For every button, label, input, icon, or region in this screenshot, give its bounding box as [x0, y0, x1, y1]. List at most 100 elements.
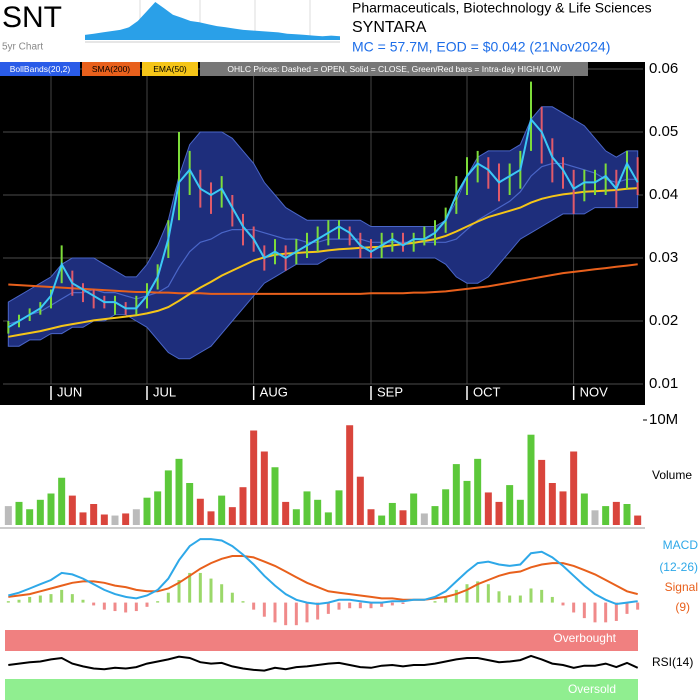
macd-histogram-bar	[390, 602, 394, 606]
volume-bar	[420, 513, 428, 525]
macd-histogram-bar	[92, 602, 96, 606]
volume-bar	[282, 501, 290, 525]
volume-bar	[15, 501, 23, 525]
x-tick-label: AUG	[260, 384, 288, 399]
macd-histogram-bar	[337, 602, 341, 610]
volume-bar	[612, 501, 620, 525]
macd-histogram-bar	[166, 592, 170, 603]
macd-histogram-bar	[241, 601, 245, 603]
volume-bar	[538, 459, 546, 525]
macd-line	[8, 555, 638, 601]
macd-histogram-bar	[60, 589, 64, 603]
macd-histogram-bar	[230, 592, 234, 603]
macd-histogram-bar	[273, 602, 277, 623]
volume-bar	[164, 470, 172, 525]
legend-label: OHLC Prices: Dashed = OPEN, Solid = CLOS…	[227, 64, 560, 74]
volume-bar	[570, 451, 578, 525]
volume-bar	[580, 493, 588, 525]
volume-bar	[122, 513, 130, 525]
macd-histogram-bar	[540, 589, 544, 603]
volume-bar	[228, 507, 236, 525]
legend-box	[82, 62, 140, 76]
macd-histogram-bar	[134, 602, 138, 612]
volume-bar	[207, 511, 215, 525]
volume-bar	[90, 504, 98, 525]
volume-bar	[463, 480, 471, 525]
macd-histogram-bar	[508, 595, 512, 603]
legend-params: (9)	[675, 600, 690, 614]
volume-bar	[356, 476, 364, 525]
volume-bar	[132, 509, 140, 525]
macd-histogram-bar	[38, 595, 42, 603]
volume-bar	[516, 499, 524, 525]
legend-label: Signal	[665, 580, 698, 594]
volume-bar	[4, 506, 12, 525]
volume-bar	[495, 501, 503, 525]
volume-bar	[271, 467, 279, 525]
volume-bar	[186, 483, 194, 525]
volume-bar	[506, 485, 514, 525]
panel-title: RSI(14)	[652, 655, 693, 669]
macd-line	[8, 538, 638, 606]
macd-histogram-bar	[316, 602, 320, 620]
y-tick-label: 0.01	[649, 375, 678, 392]
volume-bar	[378, 515, 386, 525]
volume-bar	[634, 515, 642, 525]
volume-bar	[431, 506, 439, 525]
macd-histogram-bar	[252, 602, 256, 610]
macd-histogram-bar	[572, 602, 576, 613]
y-tick-label: 0.03	[649, 249, 678, 266]
legend-box	[200, 62, 588, 76]
company-name: SYNTARA	[352, 19, 427, 36]
volume-bar	[292, 509, 300, 525]
y-tick-label: 0.02	[649, 312, 678, 329]
macd-histogram-bar	[550, 596, 554, 603]
volume-bar	[484, 492, 492, 525]
macd-histogram-bar	[17, 599, 21, 603]
volume-bar	[452, 464, 460, 525]
macd-histogram-bar	[284, 602, 288, 626]
macd-histogram-bar	[433, 601, 437, 603]
macd-histogram-bar	[81, 599, 85, 603]
macd-histogram-bar	[209, 578, 213, 603]
macd-histogram-bar	[177, 580, 181, 603]
macd-histogram-bar	[486, 584, 490, 603]
x-tick-label: NOV	[580, 384, 609, 399]
moving-average	[8, 263, 638, 295]
volume-bar	[548, 483, 556, 525]
macd-histogram-bar	[497, 591, 501, 603]
volume-bar	[143, 497, 151, 525]
macd-histogram-bar	[358, 602, 362, 609]
macd-histogram-bar	[113, 602, 117, 612]
macd-histogram-bar	[198, 572, 202, 603]
legend-label: MACD	[663, 538, 699, 552]
ticker: SNT	[2, 1, 62, 34]
macd-histogram-bar	[156, 601, 160, 603]
rsi-line	[8, 654, 639, 672]
macd-histogram-bar	[326, 602, 330, 614]
volume-bar	[399, 510, 407, 525]
macd-histogram-bar	[348, 602, 352, 609]
legend-label: EMA(50)	[153, 64, 187, 74]
volume-bar	[58, 477, 66, 525]
volume-bar	[623, 504, 631, 525]
x-tick-label: JUN	[57, 384, 82, 399]
volume-bar	[239, 487, 247, 525]
macd-histogram-bar	[28, 596, 32, 603]
y-tick-label: 0.06	[649, 60, 678, 77]
macd-histogram-bar	[582, 602, 586, 619]
macd-histogram-bar	[262, 602, 266, 617]
volume-bar	[100, 514, 108, 525]
macd-histogram-bar	[145, 602, 149, 607]
volume-bar	[388, 502, 396, 525]
x-tick-label: JUL	[153, 384, 176, 399]
moving-average	[8, 187, 638, 338]
band-label: Oversold	[568, 682, 616, 696]
volume-bar	[175, 458, 183, 525]
volume-bar	[367, 509, 375, 525]
volume-bar	[36, 499, 44, 525]
macd-histogram-bar	[305, 602, 309, 623]
macd-histogram-bar	[49, 594, 53, 603]
macd-histogram-bar	[593, 602, 597, 623]
bollinger-band	[7, 106, 639, 360]
